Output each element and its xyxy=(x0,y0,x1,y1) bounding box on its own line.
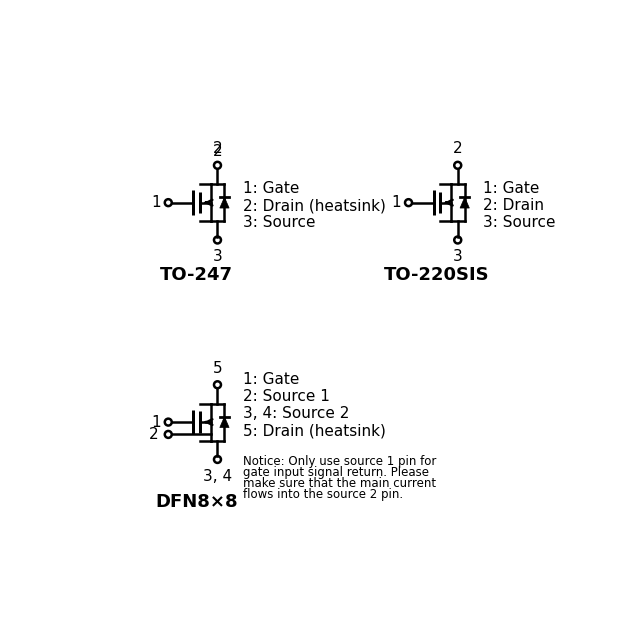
Text: make sure that the main current: make sure that the main current xyxy=(243,477,436,490)
Polygon shape xyxy=(460,197,469,208)
Polygon shape xyxy=(220,197,229,208)
Text: flows into the source 2 pin.: flows into the source 2 pin. xyxy=(243,488,403,501)
Text: 1: 1 xyxy=(151,195,161,210)
Text: Notice: Only use source 1 pin for: Notice: Only use source 1 pin for xyxy=(243,455,437,468)
Text: 2: 2 xyxy=(213,144,222,159)
Text: 3: 3 xyxy=(212,249,222,264)
Text: 1: Gate: 1: Gate xyxy=(483,181,540,197)
Text: TO-220SIS: TO-220SIS xyxy=(384,266,490,284)
Text: 2: 2 xyxy=(213,141,222,156)
Text: 3, 4: Source 2: 3, 4: Source 2 xyxy=(243,406,350,421)
Polygon shape xyxy=(220,416,229,428)
Text: 1: Gate: 1: Gate xyxy=(243,372,299,387)
Text: 2: 2 xyxy=(453,141,462,156)
Text: 2: 2 xyxy=(149,427,159,442)
Text: 3: Source: 3: Source xyxy=(483,215,556,230)
Text: gate input signal return. Please: gate input signal return. Please xyxy=(243,466,429,479)
Text: DFN8×8: DFN8×8 xyxy=(155,493,238,511)
Text: 2: Drain (heatsink): 2: Drain (heatsink) xyxy=(243,198,386,213)
Text: 3: Source: 3: Source xyxy=(243,215,316,230)
Text: 3, 4: 3, 4 xyxy=(203,469,232,484)
Text: 2: Drain: 2: Drain xyxy=(483,198,544,213)
Text: 5: Drain (heatsink): 5: Drain (heatsink) xyxy=(243,423,386,438)
Text: 1: 1 xyxy=(391,195,401,210)
Text: 1: 1 xyxy=(151,415,161,430)
Text: 1: Gate: 1: Gate xyxy=(243,181,299,197)
Text: 2: Source 1: 2: Source 1 xyxy=(243,389,330,404)
Text: 3: 3 xyxy=(453,249,462,264)
Text: TO-247: TO-247 xyxy=(160,266,233,284)
Text: 5: 5 xyxy=(213,360,222,375)
